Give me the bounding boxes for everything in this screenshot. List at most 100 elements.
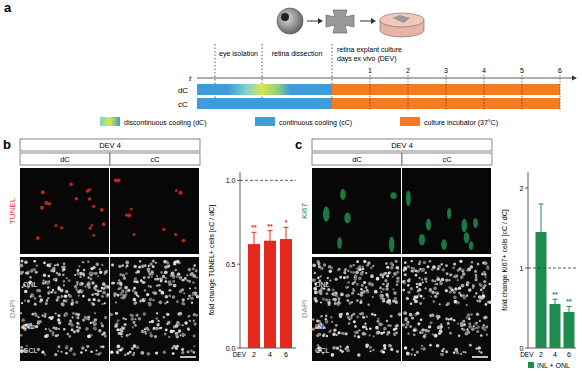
stain-dot xyxy=(41,190,45,194)
legend-label: INL + ONL xyxy=(537,362,570,369)
nucleus xyxy=(386,294,388,296)
nucleus xyxy=(320,301,322,303)
nucleus xyxy=(382,288,385,291)
stain-dot xyxy=(174,233,177,236)
nucleus xyxy=(191,301,193,303)
nucleus xyxy=(378,323,382,327)
nucleus xyxy=(164,271,167,274)
nucleus xyxy=(434,295,437,298)
nucleus xyxy=(395,260,398,263)
nucleus xyxy=(36,264,39,267)
nucleus xyxy=(44,315,47,318)
y-axis xyxy=(240,172,241,348)
nucleus xyxy=(353,271,356,274)
nucleus xyxy=(339,313,342,316)
nucleus xyxy=(449,291,452,294)
nucleus xyxy=(189,273,193,277)
nucleus xyxy=(354,281,356,283)
nucleus xyxy=(65,312,69,316)
nucleus xyxy=(393,332,395,334)
nucleus xyxy=(380,291,382,293)
nucleus xyxy=(415,295,419,299)
nucleus xyxy=(382,298,385,301)
bar xyxy=(550,304,561,348)
nucleus xyxy=(336,334,338,336)
nucleus xyxy=(181,288,184,291)
nucleus xyxy=(39,295,42,298)
nucleus xyxy=(99,352,102,355)
nucleus xyxy=(390,315,393,318)
nucleus xyxy=(136,280,139,283)
scale-bar xyxy=(180,356,196,358)
nucleus xyxy=(115,312,118,315)
nucleus xyxy=(334,302,337,305)
nucleus xyxy=(187,316,189,318)
nucleus xyxy=(361,312,364,315)
nucleus xyxy=(342,332,345,335)
nucleus xyxy=(155,317,157,319)
nucleus xyxy=(120,332,123,335)
nucleus xyxy=(104,316,107,319)
nucleus xyxy=(353,320,356,323)
dapi-image xyxy=(20,257,109,361)
nucleus xyxy=(156,312,158,314)
nucleus xyxy=(160,301,162,303)
column-label: dC xyxy=(60,155,70,164)
nucleus xyxy=(187,328,190,331)
nucleus xyxy=(396,276,399,279)
nucleus xyxy=(51,269,54,272)
nucleus xyxy=(99,271,102,274)
nucleus xyxy=(193,345,195,347)
nucleus xyxy=(93,327,96,330)
nucleus xyxy=(390,348,393,351)
nucleus xyxy=(484,315,488,319)
nucleus xyxy=(347,270,349,272)
nucleus xyxy=(134,277,138,281)
nucleus xyxy=(66,277,68,279)
nucleus xyxy=(119,286,122,289)
nucleus xyxy=(382,297,385,300)
nucleus xyxy=(434,291,437,294)
eye-pupil xyxy=(281,13,289,21)
nucleus xyxy=(453,291,456,294)
nucleus xyxy=(193,334,196,337)
nucleus xyxy=(58,328,60,330)
nucleus xyxy=(476,300,478,302)
nucleus xyxy=(395,324,398,327)
nucleus xyxy=(431,291,434,294)
nucleus xyxy=(385,272,387,274)
nucleus xyxy=(33,260,36,263)
nucleus xyxy=(94,272,98,276)
nucleus xyxy=(356,299,359,302)
nucleus xyxy=(339,345,341,347)
nucleus xyxy=(382,283,385,286)
nucleus xyxy=(318,332,322,336)
nucleus xyxy=(77,313,80,316)
nucleus xyxy=(101,333,104,336)
nucleus xyxy=(396,280,400,284)
legend-swatch xyxy=(100,117,120,126)
nucleus xyxy=(87,277,89,279)
y-tick xyxy=(525,348,528,349)
nucleus xyxy=(344,332,347,335)
nucleus xyxy=(188,268,192,272)
nucleus xyxy=(390,262,394,266)
nucleus xyxy=(48,292,50,294)
day-tick xyxy=(408,75,409,110)
nucleus xyxy=(48,328,50,330)
nucleus xyxy=(148,285,150,287)
nucleus xyxy=(369,334,371,336)
nucleus xyxy=(454,300,458,304)
day-tick xyxy=(522,75,523,110)
nucleus xyxy=(421,345,423,347)
nucleus xyxy=(176,260,179,263)
nucleus xyxy=(129,314,132,317)
nucleus xyxy=(158,301,162,305)
day-label: 2 xyxy=(406,67,410,74)
nucleus xyxy=(365,286,368,289)
significance-label: ** xyxy=(251,224,257,231)
nucleus xyxy=(133,287,136,290)
nucleus xyxy=(475,327,477,329)
nucleus xyxy=(477,346,480,349)
nucleus xyxy=(433,286,437,290)
